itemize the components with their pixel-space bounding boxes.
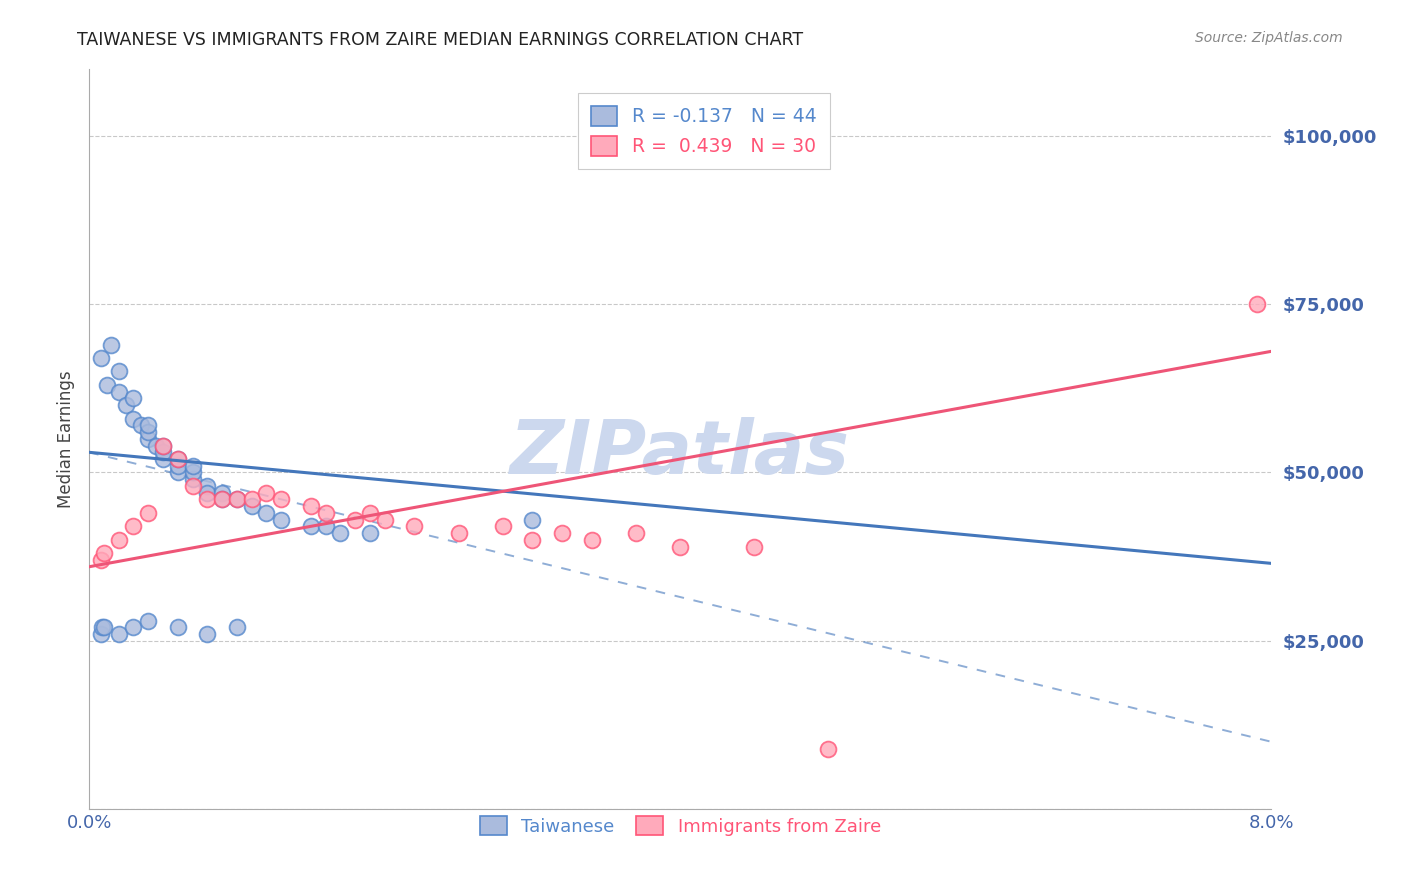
Point [115, 398, 138, 412]
Point [91, 620, 114, 634]
Point [359, 506, 381, 520]
Point [522, 533, 544, 547]
Point [122, 519, 145, 533]
Text: TAIWANESE VS IMMIGRANTS FROM ZAIRE MEDIAN EARNINGS CORRELATION CHART: TAIWANESE VS IMMIGRANTS FROM ZAIRE MEDIA… [77, 31, 803, 49]
Point [225, 492, 247, 507]
Point [315, 519, 337, 533]
Point [136, 614, 159, 628]
Point [195, 492, 218, 507]
Point [195, 627, 218, 641]
Point [152, 439, 174, 453]
Point [211, 492, 233, 507]
Point [90, 553, 112, 567]
Point [551, 526, 574, 541]
Point [404, 519, 426, 533]
Point [166, 466, 188, 480]
Point [136, 432, 159, 446]
Point [93, 620, 115, 634]
Point [152, 439, 174, 453]
Point [315, 506, 337, 520]
Point [136, 425, 159, 439]
Point [122, 392, 145, 406]
Point [624, 526, 647, 541]
Point [270, 513, 292, 527]
Point [93, 546, 115, 560]
Point [152, 445, 174, 459]
Point [100, 337, 122, 351]
Point [181, 479, 204, 493]
Point [166, 620, 188, 634]
Point [181, 458, 204, 473]
Point [166, 458, 188, 473]
Point [299, 519, 322, 533]
Point [359, 526, 381, 541]
Point [492, 519, 515, 533]
Point [90, 351, 112, 365]
Point [136, 506, 159, 520]
Point [166, 452, 188, 467]
Point [181, 466, 204, 480]
Point [122, 411, 145, 425]
Point [122, 620, 145, 634]
Point [166, 452, 188, 467]
Point [225, 620, 247, 634]
Point [344, 513, 367, 527]
Point [107, 627, 129, 641]
Point [329, 526, 352, 541]
Point [270, 492, 292, 507]
Point [1246, 297, 1268, 311]
Point [374, 513, 396, 527]
Point [96, 378, 118, 392]
Point [145, 439, 167, 453]
Text: ZIPatlas: ZIPatlas [510, 417, 851, 490]
Point [136, 418, 159, 433]
Point [107, 384, 129, 399]
Point [211, 492, 233, 507]
Y-axis label: Median Earnings: Median Earnings [58, 370, 75, 508]
Point [195, 479, 218, 493]
Point [225, 492, 247, 507]
Point [240, 499, 263, 513]
Point [107, 533, 129, 547]
Point [447, 526, 470, 541]
Text: Source: ZipAtlas.com: Source: ZipAtlas.com [1195, 31, 1343, 45]
Point [152, 452, 174, 467]
Legend: Taiwanese, Immigrants from Zaire: Taiwanese, Immigrants from Zaire [471, 807, 890, 845]
Point [129, 418, 152, 433]
Point [254, 485, 277, 500]
Point [581, 533, 603, 547]
Point [522, 513, 544, 527]
Point [742, 540, 765, 554]
Point [195, 485, 218, 500]
Point [90, 627, 112, 641]
Point [107, 364, 129, 378]
Point [181, 472, 204, 486]
Point [211, 485, 233, 500]
Point [669, 540, 692, 554]
Point [240, 492, 263, 507]
Point [299, 499, 322, 513]
Point [254, 506, 277, 520]
Point [817, 741, 839, 756]
